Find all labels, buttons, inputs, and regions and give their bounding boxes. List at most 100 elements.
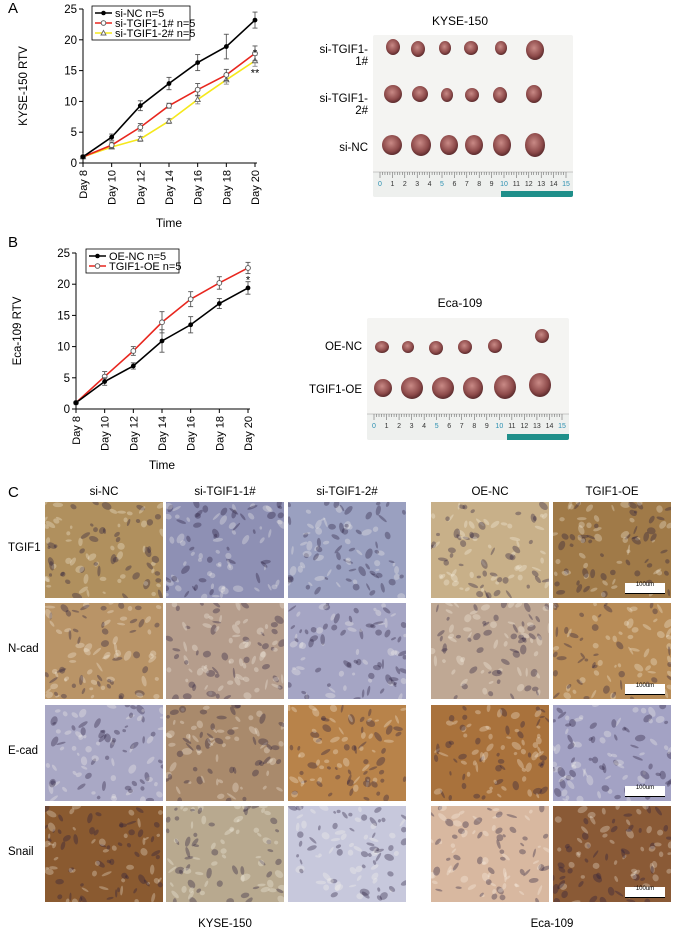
legend-label: si-TGIF1-2# n=5 (115, 28, 195, 40)
tumor-photo-eca109: 0 1 2 3 4 5 6 7 8 9 10 11 12 13 14 15 (367, 318, 569, 440)
ihc-cell (391, 637, 396, 641)
ihc-cell (636, 502, 643, 506)
ihc-cell (158, 810, 163, 815)
ihc-cell (288, 705, 291, 712)
ihc-cell (438, 840, 443, 845)
ihc-cell (110, 545, 115, 551)
ihc-cell (587, 811, 596, 819)
ihc-cell (264, 623, 269, 630)
ihc-cell (166, 635, 173, 642)
ihc-cell (591, 689, 597, 699)
ihc-cell (71, 745, 77, 751)
ihc-cell (539, 763, 544, 768)
ihc-cell (302, 550, 312, 558)
ihc-cell (553, 719, 556, 723)
ihc-cell (65, 579, 71, 585)
ihc-cell (47, 833, 51, 839)
ihc-cell (385, 502, 390, 507)
ihc-cell (137, 829, 144, 838)
ruler-number: 1 (390, 181, 394, 188)
ihc-cell (348, 714, 353, 723)
ihc-cell (240, 874, 245, 883)
ihc-cell (276, 502, 282, 509)
ihc-cell (278, 505, 283, 509)
ihc-cell (346, 774, 352, 785)
ihc-cell (53, 856, 59, 861)
ihc-cell (348, 812, 353, 817)
ihc-cell (443, 579, 450, 586)
ihc-texture (166, 806, 284, 902)
ihc-cell (201, 665, 209, 674)
ruler-number: 4 (422, 423, 426, 430)
ihc-cell (45, 688, 52, 693)
ihc-cell (467, 637, 472, 642)
data-point (137, 124, 144, 131)
ihc-cell (206, 737, 215, 742)
ihc-cell (176, 533, 185, 544)
ihc-cell (451, 848, 457, 854)
ihc-cell (517, 574, 523, 581)
ihc-cell (63, 676, 70, 682)
ihc-cell (297, 776, 305, 785)
ihc-cell (495, 581, 499, 585)
ihc-cell (451, 669, 456, 675)
ihc-cell (495, 765, 502, 772)
tumor-photo-kyse150: 0 1 2 3 4 5 6 7 8 9 10 11 12 13 14 15 (373, 35, 573, 197)
ihc-cell (176, 750, 184, 758)
ihc-cell (371, 749, 376, 753)
ihc-cell (561, 570, 569, 576)
ihc-cell (160, 764, 163, 769)
ihc-cell (366, 842, 375, 847)
ihc-cell (460, 760, 467, 765)
ihc-cell (320, 715, 326, 721)
ihc-cell (75, 731, 83, 738)
ihc-cell (166, 732, 172, 738)
ihc-cell (147, 629, 152, 635)
ihc-cell (93, 562, 99, 566)
ihc-cell (573, 741, 582, 748)
ihc-cell (128, 788, 133, 794)
ihc-cell (262, 505, 272, 513)
scale-bar-line (625, 896, 665, 898)
ihc-cell (380, 582, 385, 593)
ihc-cell (155, 854, 160, 860)
ihc-cell (172, 898, 177, 902)
ihc-cell (98, 838, 106, 847)
ihc-cell (338, 727, 344, 735)
ihc-cell (142, 545, 146, 553)
ihc-cell (150, 836, 155, 843)
ihc-cell (320, 518, 326, 521)
ihc-cell (184, 590, 190, 598)
ihc-cell (102, 848, 110, 853)
ihc-cell (206, 556, 213, 563)
ihc-cell (623, 620, 630, 626)
significance-label: ** (251, 67, 260, 79)
ihc-cell (216, 729, 225, 733)
ihc-cell (146, 736, 154, 744)
ihc-cell (358, 806, 362, 813)
ihc-cell (453, 695, 458, 699)
ihc-cell (381, 603, 386, 608)
ihc-cell (499, 764, 506, 771)
ihc-cell (568, 632, 579, 639)
ihc-cell (323, 604, 331, 611)
ihc-cell (304, 629, 309, 635)
ihc-cell (111, 758, 115, 767)
ihc-cell (64, 628, 72, 633)
ihc-cell (369, 846, 379, 852)
ihc-cell (210, 583, 215, 590)
ihc-cell (182, 807, 188, 812)
ihc-cell (447, 636, 457, 643)
ihc-cell (351, 745, 357, 751)
ihc-cell (45, 537, 51, 544)
ihc-cell (179, 720, 185, 724)
ihc-cell (81, 887, 89, 892)
ihc-row-label: TGIF1 (8, 542, 41, 554)
ihc-cell (185, 864, 191, 871)
ihc-cell (520, 721, 525, 728)
ihc-cell (466, 723, 472, 728)
ihc-cell (381, 747, 386, 754)
ihc-cell (51, 563, 57, 569)
ihc-cell (171, 603, 178, 608)
ruler-number: 15 (562, 181, 570, 188)
